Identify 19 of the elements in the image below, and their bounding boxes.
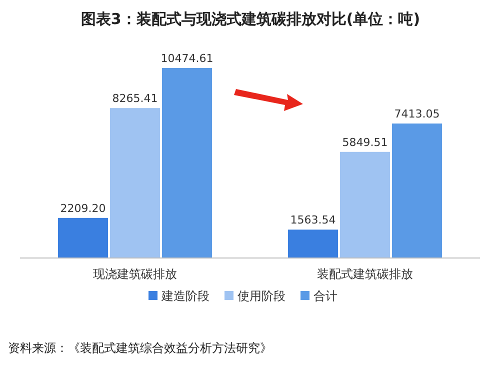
bar <box>110 108 160 258</box>
data-label: 8265.41 <box>112 92 158 106</box>
legend-label: 建造阶段 <box>160 289 210 303</box>
chart-title: 图表3：装配式与现浇式建筑碳排放对比(单位：吨) <box>80 10 420 28</box>
bar <box>340 152 390 258</box>
bar <box>58 218 108 258</box>
data-label: 7413.05 <box>394 108 440 121</box>
data-label: 5849.51 <box>342 136 388 149</box>
text: 资料来源：《装配式建筑综合效益分析方法研究》 <box>8 341 272 355</box>
x-tick-label: 装配式建筑碳排放 <box>317 267 413 281</box>
legend-label: 合计 <box>314 289 338 303</box>
data-label: 2209.20 <box>60 202 106 215</box>
bar <box>162 68 212 258</box>
bar <box>392 124 442 258</box>
data-label: 1563.54 <box>290 214 336 227</box>
bar <box>288 230 338 258</box>
data-label: 10474.61 <box>160 52 214 65</box>
legend-label: 使用阶段 <box>238 289 286 303</box>
x-tick-label: 现浇建筑碳排放 <box>93 267 177 281</box>
